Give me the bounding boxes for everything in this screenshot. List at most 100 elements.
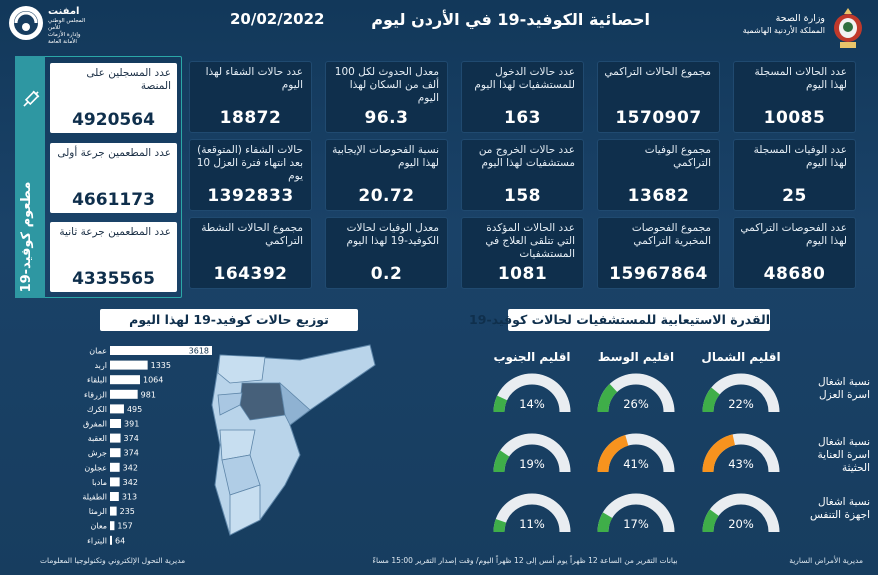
vaccination-value: 4335565 bbox=[72, 269, 155, 289]
ministry-title: وزارة الصحة bbox=[775, 13, 825, 24]
bar-value-label: 495 bbox=[127, 405, 142, 414]
occupancy-gauge: 19% bbox=[492, 430, 572, 475]
bar bbox=[110, 433, 121, 443]
stat-card: مجموع الفحوصات المخبرية التراكمي 1596786… bbox=[597, 217, 720, 289]
stat-card: مجموع الوفيات التراكمي 13682 bbox=[597, 139, 720, 211]
occupancy-gauge: 14% bbox=[492, 370, 572, 415]
logo-sub-3: الأمانة العامة bbox=[48, 39, 77, 45]
bar-category-label: المفرق bbox=[83, 420, 107, 429]
distribution-title: توزيع حالات كوفيد-19 لهذا اليوم bbox=[100, 309, 358, 331]
occupancy-gauge: 20% bbox=[701, 490, 781, 535]
bar bbox=[110, 506, 117, 516]
bar-category-label: جرش bbox=[88, 449, 107, 458]
stat-label: معدل الحدوث لكل 100 ألف من السكان لهذا ا… bbox=[334, 66, 439, 104]
bar-value-label: 64 bbox=[115, 536, 125, 545]
footer-report-time: بيانات التقرير من الساعة 12 ظهراً يوم أم… bbox=[372, 556, 678, 565]
capacity-row-label: نسبة اشغال اسرة العزل bbox=[817, 376, 870, 401]
vaccination-title: مطعوم كوفيد-19 bbox=[19, 181, 34, 293]
jordan-map bbox=[190, 335, 390, 545]
nemc-logo-text: امفنت المجلس الوطني للأمن وإدارة الأزمات… bbox=[48, 6, 98, 46]
stat-card: مجموع الحالات التراكمي 1570907 bbox=[597, 61, 720, 133]
bar bbox=[110, 346, 212, 355]
ministry-subtitle: المملكة الأردنية الهاشمية bbox=[742, 26, 825, 35]
occupancy-gauge: 43% bbox=[701, 430, 781, 475]
vaccination-label: عدد المطعمين جرعة ثانية bbox=[59, 226, 171, 238]
bar bbox=[110, 462, 120, 472]
stat-label: مجموع الوفيات التراكمي bbox=[644, 144, 711, 169]
bar-value-label: 1335 bbox=[151, 361, 171, 370]
stat-value: 163 bbox=[504, 108, 541, 128]
bar-value-label: 374 bbox=[124, 449, 139, 458]
vaccination-value: 4661173 bbox=[72, 190, 155, 210]
bar-value-label: 157 bbox=[117, 522, 132, 531]
cases-bar-chart: عمان 3618 اربد 1335 البلقاء 1064 الزرقاء 981 الك… bbox=[82, 346, 212, 545]
bar-value-label: 235 bbox=[120, 507, 135, 516]
bar-value-label: 1064 bbox=[143, 376, 163, 385]
stat-label: عدد الوفيات المسجلة لهذا اليوم bbox=[753, 144, 847, 169]
gauge-value: 43% bbox=[728, 457, 754, 471]
footer-directorate: مديرية الأمراض السارية bbox=[789, 556, 863, 565]
bar bbox=[110, 375, 140, 385]
vaccination-label: عدد المسجلين على المنصة bbox=[86, 67, 171, 92]
bar-category-label: اربد bbox=[94, 361, 107, 370]
stat-value: 1570907 bbox=[615, 108, 702, 128]
stat-label: نسبة الفحوصات الإيجابية لهذا اليوم bbox=[332, 144, 439, 169]
gauge-value: 22% bbox=[728, 397, 754, 411]
bar-value-label: 342 bbox=[123, 463, 138, 472]
capacity-row-label: نسبة اشغال اجهزة التنفس bbox=[809, 496, 870, 521]
ministry-name: وزارة الصحة المملكة الأردنية الهاشمية bbox=[700, 13, 825, 37]
gauge-fill bbox=[493, 450, 510, 473]
stat-value: 158 bbox=[504, 186, 541, 206]
logo-sub-2: وإدارة الأزمات bbox=[48, 32, 81, 38]
bar-category-label: عجلون bbox=[84, 463, 107, 472]
bar bbox=[110, 492, 119, 501]
vaccination-card: عدد المطعمين جرعة أولى 4661173 bbox=[50, 143, 177, 213]
bar-category-label: البلقاء bbox=[87, 376, 107, 385]
bar bbox=[110, 535, 112, 545]
stat-label: معدل الوفيات لحالات الكوفيد-19 لهذا اليو… bbox=[346, 222, 439, 247]
vaccination-card: عدد المطعمين جرعة ثانية 4335565 bbox=[50, 222, 177, 292]
page-title: احصائية الكوفيد-19 في الأردن ليوم bbox=[371, 10, 650, 29]
footer-it-directorate: مديرية التحول الإلكتروني وتكنولوجيا المع… bbox=[40, 556, 186, 565]
bar-category-label: عمان bbox=[89, 347, 107, 356]
stat-card: عدد حالات الشفاء لهذا اليوم 18872 bbox=[189, 61, 312, 133]
gauge-value: 41% bbox=[623, 457, 649, 471]
bar-category-label: البتراء bbox=[87, 536, 107, 545]
stat-label: عدد الحالات المؤكدة التي تتلقى العلاج في… bbox=[485, 222, 575, 260]
bar bbox=[110, 419, 122, 428]
stat-value: 48680 bbox=[763, 264, 826, 284]
stat-label: عدد الحالات المسجلة لهذا اليوم bbox=[754, 66, 847, 91]
stat-value: 20.72 bbox=[358, 186, 415, 206]
occupancy-gauge: 22% bbox=[701, 370, 781, 415]
stat-value: 25 bbox=[782, 186, 807, 206]
stat-value: 96.3 bbox=[364, 108, 409, 128]
capacity-title: القدرة الاستيعابية للمستشفيات لحالات كوف… bbox=[469, 309, 770, 331]
gauge-fill bbox=[597, 435, 629, 473]
stat-value: 18872 bbox=[219, 108, 282, 128]
stat-label: مجموع الحالات النشطة التراكمي bbox=[201, 222, 303, 247]
stat-label: مجموع الحالات التراكمي bbox=[604, 66, 711, 78]
region-header: اقليم الوسط bbox=[597, 350, 675, 364]
logo-brand: امفنت bbox=[48, 6, 80, 17]
bar bbox=[110, 477, 120, 487]
stat-value: 1081 bbox=[497, 264, 548, 284]
occupancy-gauge: 11% bbox=[492, 490, 572, 535]
gauge-fill bbox=[597, 512, 613, 533]
stat-card: عدد حالات الدخول للمستشفيات لهذا اليوم 1… bbox=[461, 61, 584, 133]
jordan-crest-icon bbox=[830, 6, 866, 52]
bar-category-label: الطفيلة bbox=[82, 493, 107, 502]
capacity-row-label: نسبة اشغال اسرة العناية الحثيثة bbox=[817, 436, 870, 474]
vaccination-card: عدد المسجلين على المنصة 4920564 bbox=[50, 63, 177, 133]
stat-card: عدد الحالات المؤكدة التي تتلقى العلاج في… bbox=[461, 217, 584, 289]
bar bbox=[110, 389, 138, 399]
stat-label: عدد الفحوصات التراكمي لهذا اليوم bbox=[740, 222, 847, 247]
bar-category-label: مادبا bbox=[92, 478, 107, 487]
bar bbox=[110, 448, 121, 458]
stat-card: مجموع الحالات النشطة التراكمي 164392 bbox=[189, 217, 312, 289]
bar bbox=[110, 404, 124, 414]
bar-value-label: 313 bbox=[122, 493, 137, 502]
stat-label: مجموع الفحوصات المخبرية التراكمي bbox=[631, 222, 711, 247]
occupancy-gauge: 17% bbox=[596, 490, 676, 535]
report-date: 20/02/2022 bbox=[230, 10, 325, 28]
gauge-fill bbox=[702, 434, 736, 473]
